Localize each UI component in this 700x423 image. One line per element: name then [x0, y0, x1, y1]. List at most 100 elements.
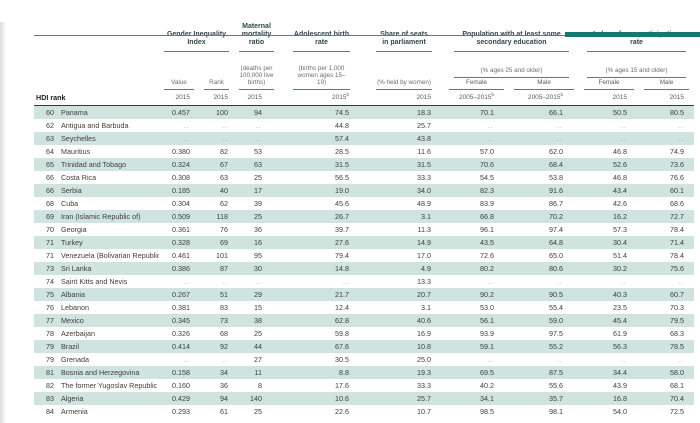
seats-cell: 33.3 [417, 173, 432, 182]
labour-unit: (% ages 15 and older) [579, 52, 694, 78]
education-male-cell: .. [557, 134, 564, 143]
hdi-rank: 79 [46, 355, 54, 364]
year-rank: 2015 [199, 90, 235, 106]
gii-value-cell: 0.509 [172, 212, 190, 221]
hdi-rank: 60 [46, 108, 54, 117]
hdi-rank: 82 [46, 381, 54, 390]
seats-unit-label: (% held by women) [376, 79, 433, 90]
gii-rank-cell: 100 [216, 108, 229, 117]
country-name: Albania [61, 290, 85, 299]
education-female-cell: 96.1 [480, 225, 495, 234]
hdi-rank: 83 [46, 394, 54, 403]
labour-female-cell: .. [621, 121, 628, 130]
table-row: 77 Mexico 0.345 73 38 62.8 40.6 56.1 59.0… [34, 314, 695, 327]
gii-rank-cell: 63 [220, 173, 229, 182]
labour-female-cell: 57.3 [613, 225, 628, 234]
male-label: Male [644, 79, 690, 90]
country-cell: 71 Turkey [34, 236, 159, 249]
year-mmr: 2015 [234, 90, 280, 106]
gii-rank-cell: .. [222, 355, 229, 364]
gii-rank-cell: 61 [220, 407, 229, 416]
gii-value-cell: 0.457 [172, 108, 190, 117]
education-female-cell: 93.9 [480, 329, 495, 338]
seats-cell: 25.0 [417, 355, 432, 364]
education-female-header: Female [444, 78, 509, 90]
hdi-rank: 84 [46, 407, 54, 416]
hdi-rank: 65 [46, 160, 54, 169]
hdi-rank: 75 [46, 290, 54, 299]
seats-cell: 10.7 [417, 407, 432, 416]
mmr-cell: 53 [254, 147, 263, 156]
education-female-cell: 70.6 [480, 160, 495, 169]
page-top-rule [34, 35, 698, 36]
group-education: Population with at least some secondary … [444, 22, 579, 52]
table-row: 64 Mauritius 0.380 82 53 28.5 11.6 57.0 6… [34, 145, 694, 158]
mmr-cell: .. [256, 121, 263, 130]
hdi-rank: 81 [46, 368, 54, 377]
education-female-cell: .. [488, 277, 495, 286]
abr-cell: 27.6 [335, 238, 350, 247]
education-female-cell: 40.2 [480, 381, 495, 390]
abr-cell: 30.5 [335, 355, 350, 364]
country-cell: 60 Panama [34, 106, 159, 120]
labour-male-cell: .. [678, 355, 685, 364]
table-row: 71 Venezuela (Bolivarian Republic of) 0.4… [34, 249, 694, 262]
country-name: Algeria [61, 394, 84, 403]
labour-female-cell: 50.5 [613, 108, 628, 117]
gii-rank-cell: .. [222, 134, 229, 143]
country-cell: 66 Costa Rica [34, 171, 159, 184]
abr-cell: 22.6 [335, 407, 350, 416]
table-row: 83 Algeria 0.429 94 140 10.6 25.7 34.1 35… [34, 392, 695, 405]
labour-male-cell: 76.6 [670, 173, 685, 182]
header-corner [34, 22, 159, 90]
table-row: 70 Georgia 0.361 76 36 39.7 11.3 96.1 97.… [34, 223, 694, 236]
abr-cell: 19.0 [335, 186, 350, 195]
labour-female-cell: 46.8 [613, 173, 628, 182]
education-male-cell: 55.6 [549, 381, 564, 390]
seats-cell: 10.8 [417, 342, 432, 351]
gii-rank-cell: 73 [220, 316, 229, 325]
abr-cell: 14.8 [335, 264, 350, 273]
col-abr-unit: (births per 1,000 women ages 15–19) [279, 52, 364, 90]
abr-cell: 62.8 [335, 316, 350, 325]
labour-female-cell: 42.6 [613, 199, 628, 208]
seats-cell: 11.3 [417, 225, 432, 234]
abr-cell: 31.5 [335, 160, 350, 169]
mmr-cell: 94 [254, 108, 263, 117]
gii-rank-cell: .. [222, 121, 229, 130]
year-seats: 2015 [364, 90, 445, 106]
mmr-cell: 140 [250, 394, 263, 403]
country-name: Trinidad and Tobago [61, 160, 127, 169]
hdi-rank: 66 [46, 186, 54, 195]
hdi-rank: 63 [46, 134, 54, 143]
labour-female-cell: 61.9 [613, 329, 628, 338]
abr-cell: 79.4 [335, 251, 350, 260]
gii-value-cell: 0.160 [172, 381, 190, 390]
education-male-cell: 90.5 [549, 290, 564, 299]
header-group-row: Gender Inequality Index Maternal mortali… [34, 22, 694, 52]
education-female-cell: 59.1 [480, 342, 495, 351]
country-name: Mauritius [61, 147, 91, 156]
mmr-cell: 63 [254, 160, 263, 169]
gii-value-cell: .. [184, 134, 190, 143]
seats-cell: 3.1 [421, 212, 432, 221]
table-row: 75 Albania 0.267 51 29 21.7 20.7 90.2 90.… [34, 288, 695, 301]
labour-female-cell: 51.4 [613, 251, 628, 260]
hdi-rank: 73 [46, 264, 54, 273]
report-table-page: { "colors": { "accent": "#157a6e", "stri… [0, 22, 700, 423]
mmr-unit-label: (deaths per 100,000 live births) [239, 65, 275, 90]
page-scan-edge [0, 22, 7, 423]
education-female-cell: 66.8 [480, 212, 495, 221]
table-row: 63 Seychelles .. .. .. 57.4 43.8 .. .. ..… [34, 132, 695, 145]
country-cell: 82 The former Yugoslav Republic of Macedo… [34, 379, 159, 392]
col-rank-header: Rank [199, 52, 234, 90]
group-seats-title: Share of seats in parliament [376, 31, 433, 52]
country-name: Bosnia and Herzegovina [61, 368, 140, 377]
gii-value-cell: .. [184, 277, 190, 286]
male-label: Male [514, 79, 575, 90]
education-female-cell: .. [488, 134, 495, 143]
abr-cell: 17.6 [335, 381, 350, 390]
labour-female-cell: 54.0 [613, 407, 628, 416]
table-row: 79 Grenada .. .. 27 30.5 25.0 .. .. .. .. [34, 353, 694, 366]
gii-rank-cell: 101 [216, 251, 229, 260]
